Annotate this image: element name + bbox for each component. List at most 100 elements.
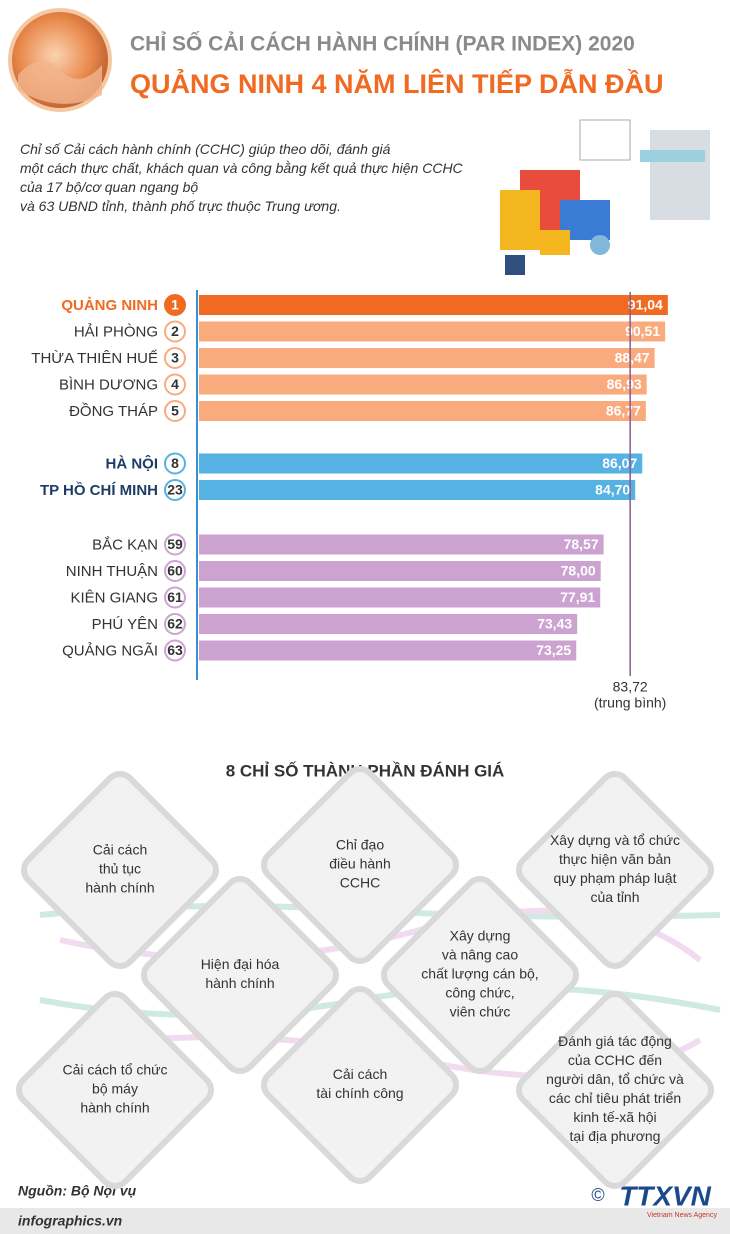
average-note: (trung bình) (594, 695, 666, 711)
component-text: hành chính (80, 1100, 149, 1116)
rank-badge (164, 533, 186, 556)
rank-badge (164, 373, 186, 396)
value-label: 78,57 (564, 536, 599, 552)
rank-label: 62 (167, 616, 183, 632)
category-label: THỪA THIÊN HUẾ (31, 350, 158, 367)
component-diamond (515, 770, 715, 970)
rank-label: 23 (167, 482, 183, 498)
category-label: QUẢNG NGÃI (62, 642, 158, 659)
component-text: các chỉ tiêu phát triển (549, 1090, 681, 1106)
rank-label: 2 (171, 323, 179, 339)
bar (199, 480, 636, 500)
category-label: HẢI PHÒNG (74, 323, 158, 340)
component-diamond (515, 990, 715, 1190)
bar (199, 321, 666, 342)
intro-line: của 17 bộ/cơ quan ngang bộ (20, 179, 199, 195)
category-label: TP HỒ CHÍ MINH (40, 481, 158, 499)
component-diamond (260, 985, 460, 1185)
value-label: 88,47 (615, 350, 650, 366)
rank-badge (164, 639, 186, 662)
rank-label: 3 (171, 350, 179, 366)
component-text: và nâng cao (442, 947, 518, 963)
bar (199, 348, 655, 368)
category-label: PHÚ YÊN (92, 616, 158, 633)
value-label: 91,04 (628, 297, 663, 313)
value-label: 77,91 (560, 589, 595, 605)
component-diamond (15, 990, 215, 1190)
rank-badge (164, 400, 186, 422)
intro-line: một cách thực chất, khách quan và công b… (20, 160, 463, 176)
component-text: tài chính công (316, 1085, 403, 1101)
component-text: công chức, (445, 985, 514, 1001)
bar (199, 640, 577, 661)
rank-label: 63 (167, 642, 183, 658)
component-text: chất lượng cán bộ, (421, 966, 538, 982)
value-label: 86,93 (607, 376, 642, 392)
bar (199, 561, 601, 581)
component-text: Xây dựng và tổ chức (550, 832, 680, 848)
component-text: thực hiện văn bản (559, 851, 671, 867)
bar (199, 374, 647, 395)
component-text: người dân, tổ chức và (546, 1071, 684, 1087)
component-text: điều hành (329, 856, 391, 872)
subtitle: QUẢNG NINH 4 NĂM LIÊN TIẾP DẪN ĐẦU (130, 67, 664, 99)
component-text: hành chính (85, 880, 154, 896)
rank-label: 60 (167, 563, 183, 579)
bar (199, 401, 646, 421)
title: CHỈ SỐ CẢI CÁCH HÀNH CHÍNH (PAR INDEX) 2… (130, 32, 635, 56)
value-label: 90,51 (625, 323, 660, 339)
component-text: CCHC (340, 875, 380, 891)
intro-line: Chỉ số Cải cách hành chính (CCHC) giúp t… (20, 141, 391, 157)
component-diamond (20, 770, 220, 970)
value-label: 73,25 (536, 642, 571, 658)
rank-label: 1 (171, 297, 179, 313)
component-text: Hiện đại hóa (201, 956, 280, 972)
value-label: 86,07 (602, 455, 637, 471)
rank-badge (164, 613, 186, 635)
rank-label: 8 (171, 455, 179, 471)
bar (199, 614, 578, 634)
site: infographics.vn (18, 1213, 122, 1229)
rank-badge (164, 452, 186, 475)
rank-badge (164, 586, 186, 609)
rank-label: 61 (167, 589, 183, 605)
component-diamond (140, 875, 340, 1075)
bar (199, 453, 643, 474)
component-text: kinh tế-xã hội (573, 1109, 656, 1125)
category-label: BẮC KẠN (92, 535, 158, 553)
component-text: Chỉ đạo (336, 837, 384, 853)
intro-line: và 63 UBND tỉnh, thành phố trực thuộc Tr… (20, 198, 341, 214)
bar (199, 587, 601, 608)
rank-label: 5 (171, 403, 179, 419)
agency: Vietnam News Agency (647, 1212, 717, 1219)
component-text: hành chính (205, 975, 274, 991)
rank-badge (164, 479, 186, 501)
component-text: Cải cách (93, 842, 147, 858)
component-diamond (260, 765, 460, 965)
value-label: 73,43 (537, 616, 572, 632)
component-text: tại địa phương (570, 1128, 661, 1144)
bar (199, 534, 604, 555)
value-label: 86,77 (606, 403, 641, 419)
bar (199, 295, 668, 315)
rank-badge (164, 560, 186, 582)
rank-badge (164, 320, 186, 343)
average-label: 83,72 (613, 679, 648, 695)
intro: Chỉ số Cải cách hành chính (CCHC) giúp t… (20, 140, 463, 216)
value-label: 84,70 (595, 482, 630, 498)
rank-badge (164, 347, 186, 369)
component-text: Xây dựng (450, 928, 511, 944)
rank-badge (164, 294, 186, 316)
copyright: © (591, 1185, 604, 1205)
component-text: của CCHC đến (568, 1052, 662, 1068)
component-text: Cải cách (333, 1066, 387, 1082)
component-text: quy phạm pháp luật (554, 870, 677, 886)
component-text: bộ máy (92, 1081, 138, 1097)
rank-label: 4 (171, 376, 179, 392)
category-label: KIÊN GIANG (70, 589, 158, 606)
component-text: Đánh giá tác động (558, 1033, 672, 1049)
footer-bar (0, 1208, 730, 1234)
component-diamond (380, 875, 580, 1075)
